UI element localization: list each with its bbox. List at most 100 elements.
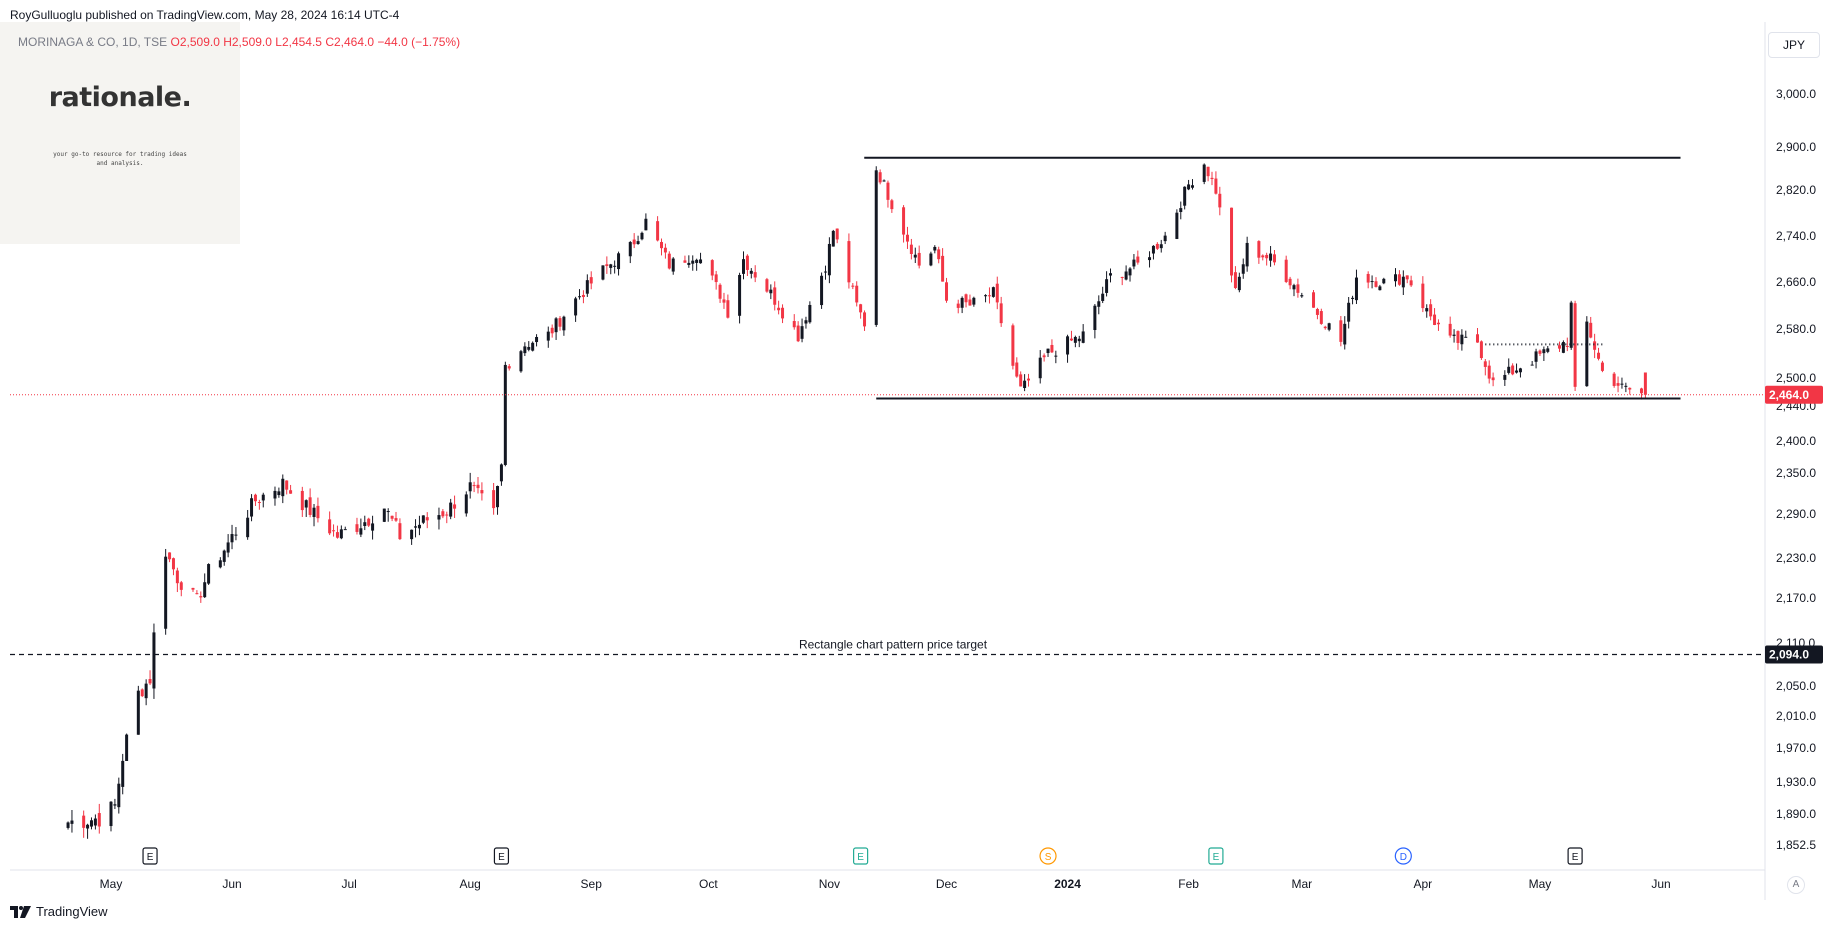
candle-body[interactable] xyxy=(82,815,86,828)
candle-body[interactable] xyxy=(1265,254,1269,259)
candle-body[interactable] xyxy=(1565,346,1569,348)
candle-body[interactable] xyxy=(168,552,172,560)
candle-body[interactable] xyxy=(1312,292,1316,308)
candle-body[interactable] xyxy=(398,523,402,540)
candle-body[interactable] xyxy=(97,813,101,827)
candle-body[interactable] xyxy=(1124,271,1128,280)
candle-body[interactable] xyxy=(781,307,785,319)
candle-body[interactable] xyxy=(523,346,527,354)
candle-body[interactable] xyxy=(1585,321,1589,387)
candle-body[interactable] xyxy=(386,511,390,513)
candle-body[interactable] xyxy=(207,564,211,584)
candle-body[interactable] xyxy=(1460,334,1464,345)
candle-body[interactable] xyxy=(855,285,859,303)
candle-body[interactable] xyxy=(179,582,183,590)
candle-body[interactable] xyxy=(605,264,609,267)
candle-body[interactable] xyxy=(1015,362,1019,377)
candle-body[interactable] xyxy=(1132,259,1136,267)
candle-body[interactable] xyxy=(1561,342,1565,353)
candle-body[interactable] xyxy=(562,316,566,331)
candle-body[interactable] xyxy=(1148,257,1152,261)
candle-body[interactable] xyxy=(890,200,894,210)
candle-body[interactable] xyxy=(359,528,363,535)
candle-body[interactable] xyxy=(945,282,949,301)
candle-body[interactable] xyxy=(796,325,800,342)
candle-body[interactable] xyxy=(281,478,285,497)
candle-body[interactable] xyxy=(738,274,742,316)
candle-body[interactable] xyxy=(726,300,730,318)
candle-body[interactable] xyxy=(355,524,359,532)
candle-body[interactable] xyxy=(999,303,1003,324)
candle-body[interactable] xyxy=(503,364,507,465)
candle-body[interactable] xyxy=(741,259,745,274)
candle-body[interactable] xyxy=(253,494,257,502)
candle-body[interactable] xyxy=(66,822,70,828)
candle-body[interactable] xyxy=(847,241,851,283)
candle-body[interactable] xyxy=(480,490,484,494)
candle-body[interactable] xyxy=(902,207,906,235)
candle-body[interactable] xyxy=(1456,331,1460,343)
candle-body[interactable] xyxy=(1557,345,1561,349)
candle-body[interactable] xyxy=(171,558,175,570)
candle-body[interactable] xyxy=(417,524,421,529)
candle-body[interactable] xyxy=(1077,338,1081,342)
candle-body[interactable] xyxy=(1050,344,1054,353)
candle-body[interactable] xyxy=(1546,348,1550,352)
candle-body[interactable] xyxy=(917,252,921,266)
earnings-event-icon[interactable] xyxy=(1208,847,1224,865)
candle-body[interactable] xyxy=(1448,323,1452,336)
candle-body[interactable] xyxy=(218,560,222,568)
candle-body[interactable] xyxy=(558,318,562,327)
candle-body[interactable] xyxy=(343,529,347,531)
candle-body[interactable] xyxy=(441,511,445,517)
earnings-event-icon[interactable] xyxy=(142,847,158,865)
candle-body[interactable] xyxy=(1511,365,1515,375)
candle-body[interactable] xyxy=(1097,301,1101,307)
candle-body[interactable] xyxy=(1179,208,1183,213)
candle-body[interactable] xyxy=(804,320,808,324)
candle-body[interactable] xyxy=(1370,281,1374,283)
candle-body[interactable] xyxy=(148,679,152,684)
candle-body[interactable] xyxy=(144,683,148,699)
candle-body[interactable] xyxy=(453,504,457,509)
candle-body[interactable] xyxy=(1019,374,1023,387)
candle-body[interactable] xyxy=(749,270,753,274)
candle-body[interactable] xyxy=(117,783,121,808)
candle-body[interactable] xyxy=(1292,285,1296,290)
candle-body[interactable] xyxy=(617,253,621,270)
candle-body[interactable] xyxy=(1284,259,1288,282)
candle-body[interactable] xyxy=(874,170,878,325)
symbol-legend[interactable]: MORINAGA & CO, 1D, TSE O2,509.0 H2,509.0… xyxy=(18,35,460,49)
candle-body[interactable] xyxy=(273,490,277,499)
candle-body[interactable] xyxy=(234,534,238,536)
candle-body[interactable] xyxy=(492,490,496,509)
candle-body[interactable] xyxy=(203,582,207,598)
candle-body[interactable] xyxy=(831,230,835,247)
candle-body[interactable] xyxy=(710,260,714,276)
candle-body[interactable] xyxy=(1343,323,1347,345)
candle-body[interactable] xyxy=(89,820,93,827)
candle-body[interactable] xyxy=(851,285,855,287)
candle-body[interactable] xyxy=(1409,280,1413,286)
candle-body[interactable] xyxy=(808,304,812,323)
candle-body[interactable] xyxy=(753,272,757,278)
candle-body[interactable] xyxy=(1507,366,1511,373)
candle-body[interactable] xyxy=(960,297,964,308)
candle-body[interactable] xyxy=(671,258,675,272)
candle-body[interactable] xyxy=(578,296,582,298)
price-axis[interactable] xyxy=(1765,0,1835,931)
candle-body[interactable] xyxy=(464,494,468,514)
candle-body[interactable] xyxy=(394,518,398,521)
candle-body[interactable] xyxy=(1319,311,1323,324)
candle-body[interactable] xyxy=(968,299,972,306)
candle-body[interactable] xyxy=(1214,178,1218,194)
candle-body[interactable] xyxy=(250,498,254,517)
candle-body[interactable] xyxy=(191,587,195,590)
candle-body[interactable] xyxy=(1643,372,1647,395)
candle-body[interactable] xyxy=(859,304,863,313)
candle-body[interactable] xyxy=(1296,284,1300,293)
candle-body[interactable] xyxy=(1233,272,1237,289)
candle-body[interactable] xyxy=(1257,241,1261,258)
candle-body[interactable] xyxy=(531,342,535,351)
candle-body[interactable] xyxy=(663,247,667,253)
